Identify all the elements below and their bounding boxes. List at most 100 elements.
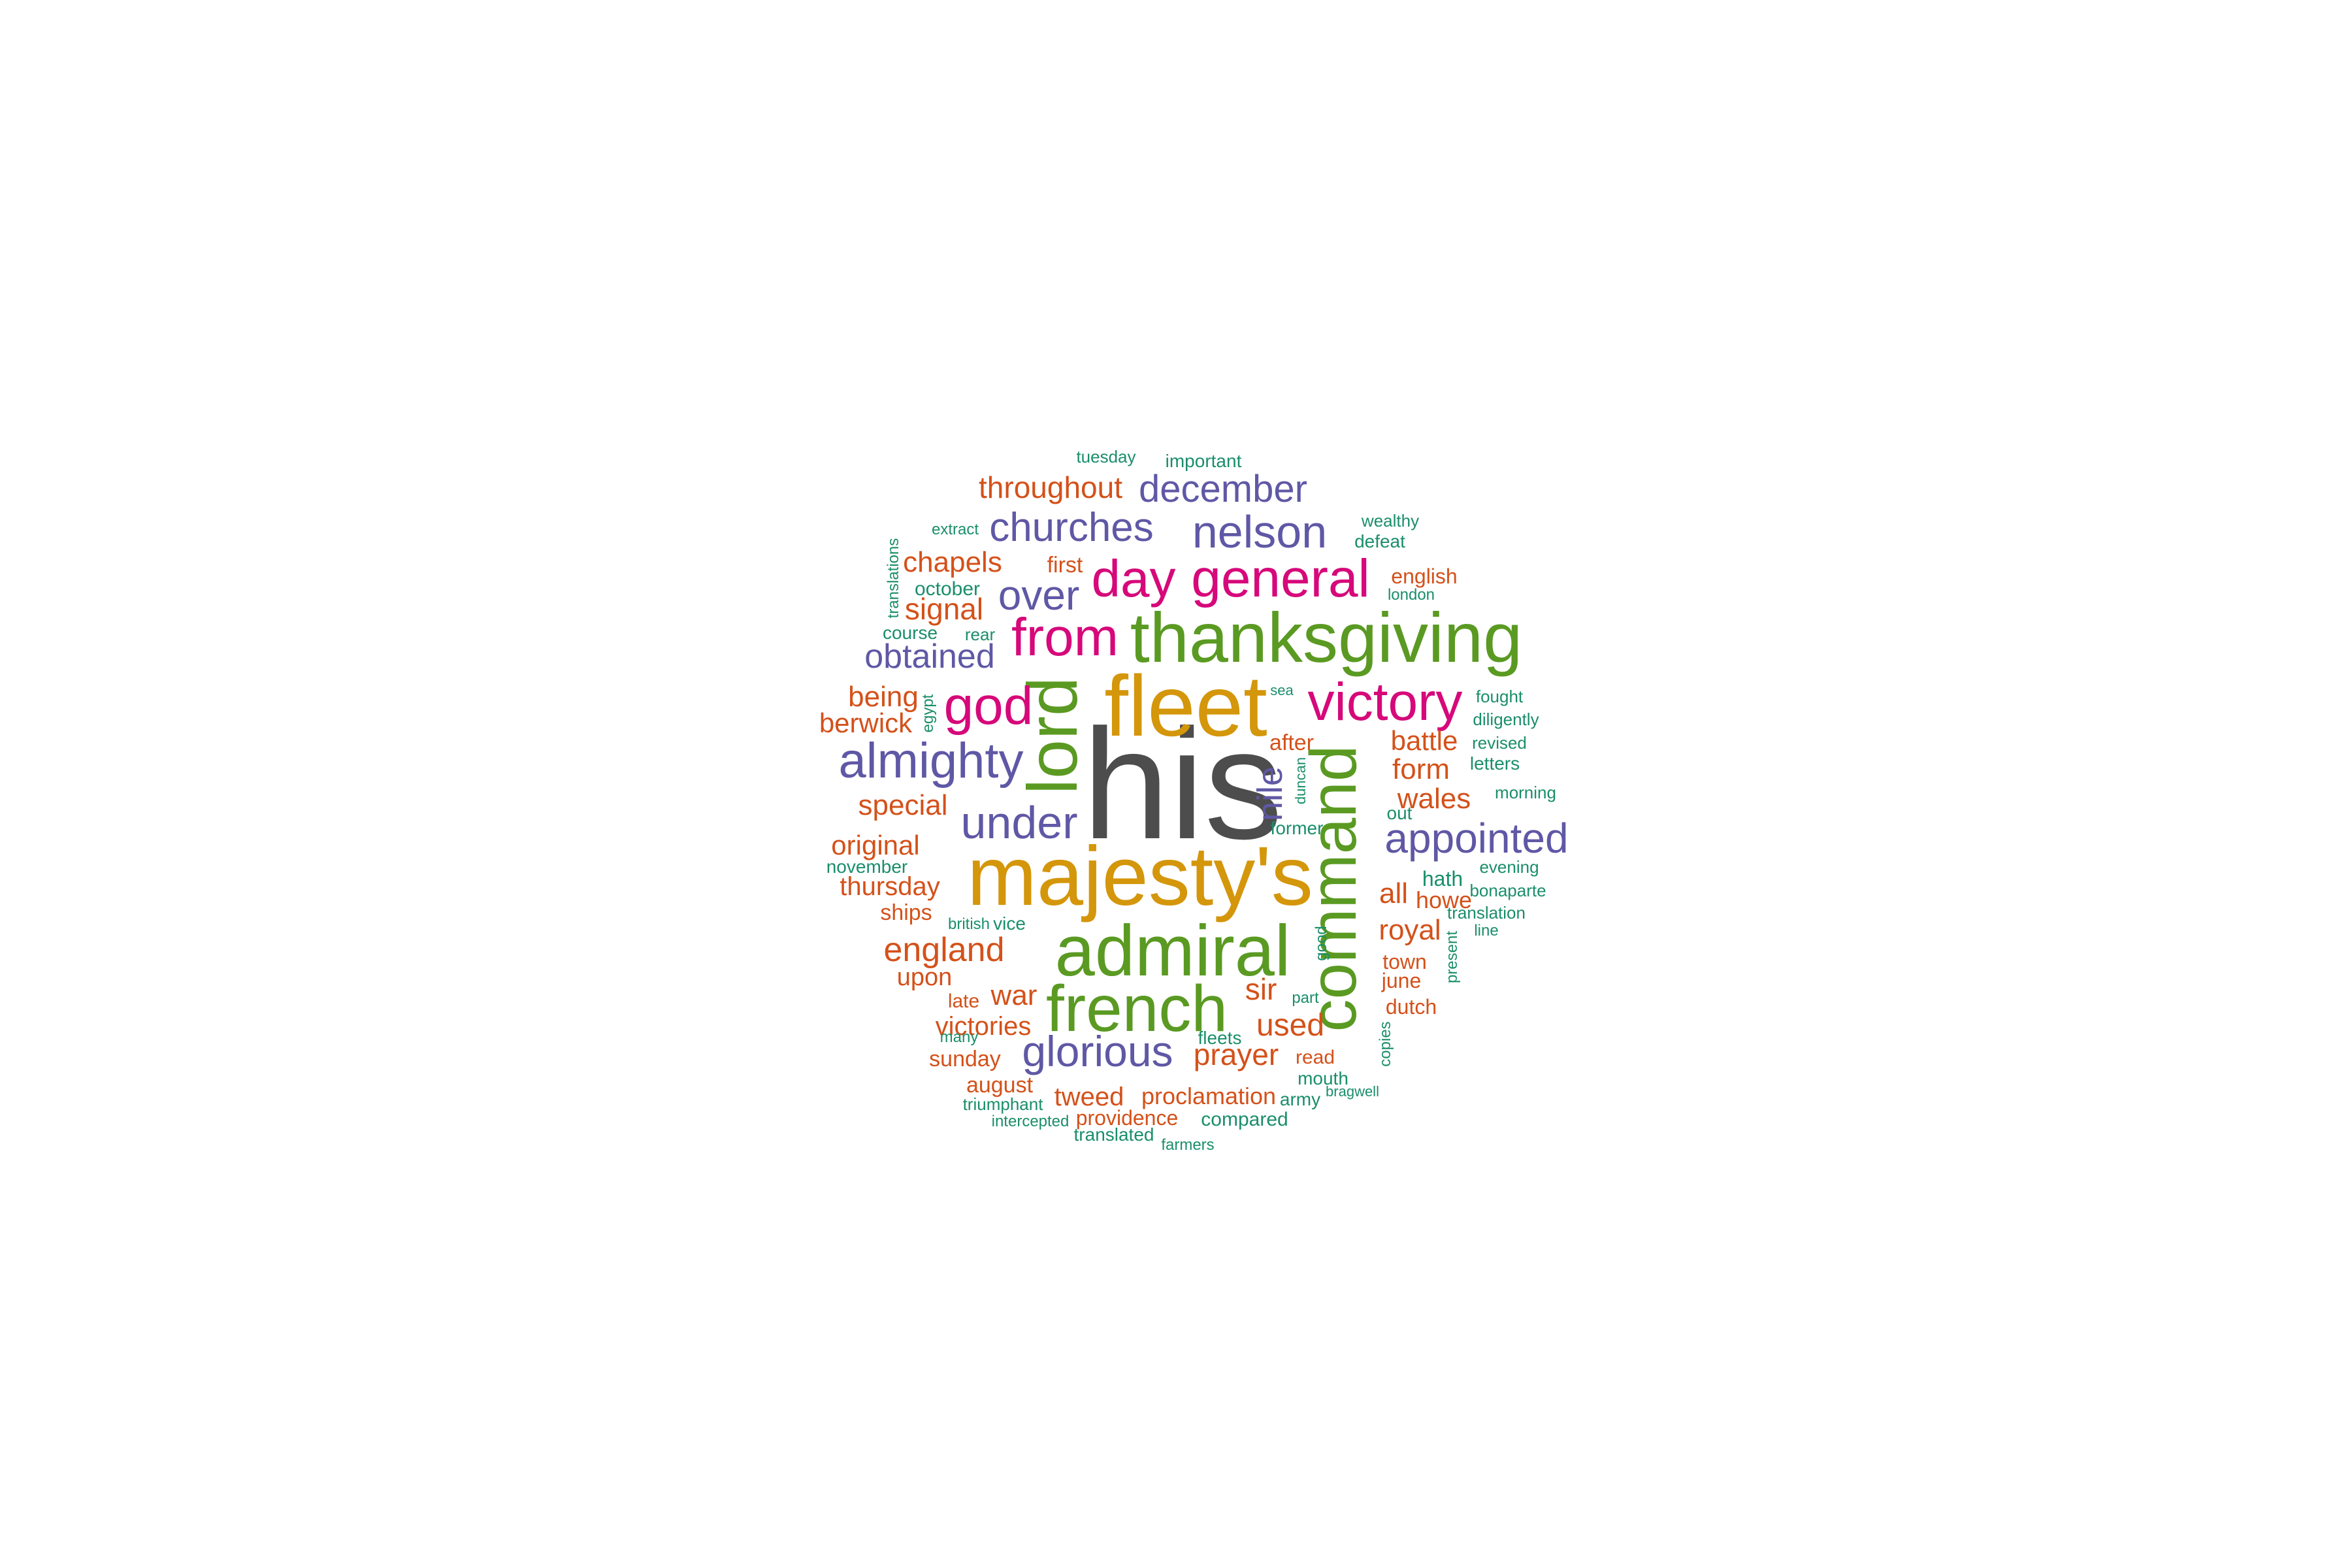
word-glorious: glorious	[1022, 1027, 1173, 1075]
word-important: important	[1166, 451, 1242, 471]
word-signal: signal	[905, 592, 983, 626]
word-majesty-s: majesty's	[967, 830, 1313, 923]
word-almighty: almighty	[839, 733, 1024, 789]
word-copies: copies	[1377, 1021, 1394, 1066]
word-tuesday: tuesday	[1076, 447, 1135, 466]
word-translated: translated	[1074, 1124, 1154, 1145]
word-london: london	[1388, 586, 1435, 604]
word-mouth: mouth	[1298, 1068, 1348, 1088]
word-used: used	[1256, 1008, 1324, 1043]
word-read: read	[1296, 1047, 1335, 1068]
word-out: out	[1387, 803, 1413, 823]
word-berwick: berwick	[819, 708, 913, 738]
word-special: special	[858, 789, 948, 821]
word-december: december	[1139, 468, 1307, 510]
word-many: many	[940, 1028, 979, 1046]
word-thursday: thursday	[840, 872, 939, 901]
word-diligently: diligently	[1473, 710, 1539, 729]
word-obtained: obtained	[864, 638, 995, 676]
word-wales: wales	[1397, 783, 1471, 815]
word-translation: translation	[1447, 903, 1526, 923]
word-his: his	[1083, 696, 1283, 872]
word-royal: royal	[1379, 914, 1441, 946]
word-from: from	[1011, 608, 1119, 667]
word-day: day	[1092, 549, 1176, 608]
word-translations: translations	[885, 538, 902, 619]
word-army: army	[1280, 1089, 1320, 1109]
word-sea: sea	[1270, 682, 1294, 698]
word-october: october	[915, 578, 980, 600]
word-good: good	[1313, 926, 1330, 960]
word-present: present	[1443, 931, 1461, 983]
word-november: november	[826, 857, 908, 877]
word-duncan: duncan	[1292, 757, 1309, 804]
word-late: late	[948, 990, 979, 1012]
word-fleets: fleets	[1198, 1028, 1242, 1048]
word-june: june	[1381, 969, 1422, 992]
word-throughout: throughout	[979, 470, 1122, 504]
word-farmers: farmers	[1161, 1136, 1214, 1154]
word-revised: revised	[1472, 733, 1527, 753]
word-former: former	[1271, 818, 1324, 838]
word-letters: letters	[1470, 753, 1520, 774]
word-general: general	[1191, 549, 1370, 608]
word-chapels: chapels	[903, 546, 1002, 578]
word-course: course	[883, 623, 938, 643]
word-all: all	[1379, 877, 1408, 909]
word-victory: victory	[1308, 672, 1463, 732]
word-howe: howe	[1416, 887, 1472, 913]
word-appointed: appointed	[1384, 815, 1568, 862]
word-morning: morning	[1495, 783, 1556, 802]
word-town: town	[1382, 950, 1427, 973]
word-egypt: egypt	[919, 694, 937, 732]
word-tweed: tweed	[1054, 1083, 1124, 1111]
word-wealthy: wealthy	[1361, 511, 1419, 531]
word-sir: sir	[1245, 972, 1277, 1006]
word-upon: upon	[897, 964, 953, 991]
word-english: english	[1391, 564, 1457, 588]
word-french: french	[1046, 972, 1228, 1045]
word-hath: hath	[1422, 867, 1463, 890]
word-nelson: nelson	[1192, 506, 1327, 557]
word-triumphant: triumphant	[963, 1094, 1044, 1114]
word-evening: evening	[1479, 857, 1539, 877]
word-god: god	[944, 676, 1034, 736]
word-form: form	[1392, 753, 1450, 785]
word-command: command	[1297, 745, 1370, 1032]
word-dutch: dutch	[1386, 995, 1437, 1019]
word-intercepted: intercepted	[992, 1113, 1070, 1130]
word-fought: fought	[1476, 687, 1524, 706]
word-bragwell: bragwell	[1326, 1083, 1379, 1100]
word-nile: nile	[1250, 766, 1290, 821]
word-providence: providence	[1076, 1106, 1179, 1130]
word-first: first	[1047, 553, 1083, 578]
word-vice: vice	[993, 913, 1026, 934]
word-ships: ships	[880, 900, 932, 925]
word-victories: victories	[936, 1012, 1032, 1041]
word-churches: churches	[989, 505, 1154, 550]
word-compared: compared	[1201, 1109, 1288, 1130]
word-war: war	[990, 979, 1037, 1011]
word-defeat: defeat	[1354, 531, 1405, 551]
word-rear: rear	[965, 625, 996, 644]
word-proclamation: proclamation	[1141, 1083, 1276, 1109]
word-thanksgiving: thanksgiving	[1130, 598, 1522, 677]
word-lord: lord	[1013, 677, 1092, 794]
word-original: original	[831, 830, 919, 860]
word-after: after	[1269, 730, 1314, 755]
word-sunday: sunday	[929, 1047, 1001, 1071]
word-england: england	[883, 931, 1004, 969]
word-prayer: prayer	[1194, 1037, 1279, 1071]
word-bonaparte: bonaparte	[1469, 881, 1546, 900]
word-admiral: admiral	[1055, 911, 1291, 991]
word-august: august	[966, 1073, 1034, 1098]
word-part: part	[1292, 989, 1319, 1007]
word-line: line	[1474, 922, 1498, 939]
word-battle: battle	[1391, 725, 1458, 756]
word-fleet: fleet	[1104, 658, 1267, 754]
word-extract: extract	[932, 521, 979, 538]
word-being: being	[848, 681, 919, 713]
word-over: over	[998, 572, 1080, 619]
word-under: under	[960, 797, 1077, 848]
